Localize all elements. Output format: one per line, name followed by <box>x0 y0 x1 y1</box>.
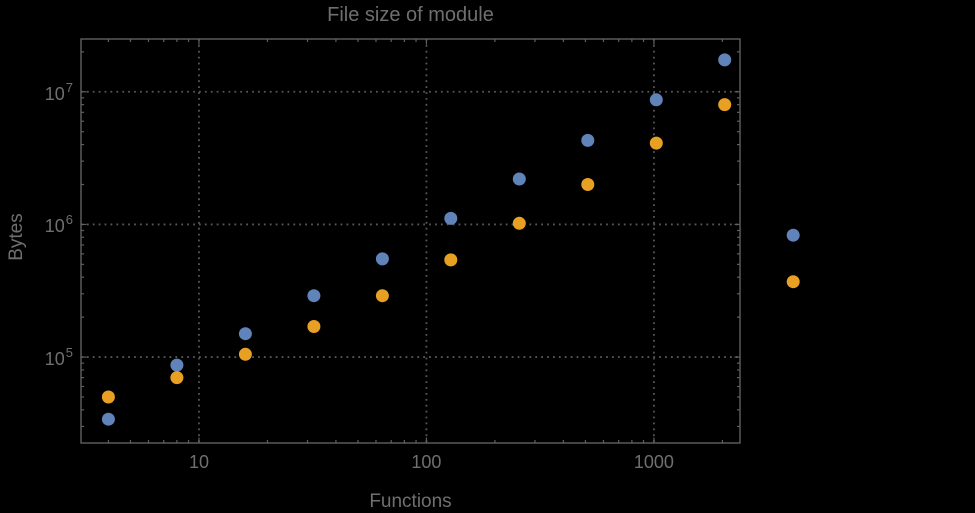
data-point-series-1-blue <box>101 412 115 426</box>
data-point-series-1-blue <box>375 252 389 266</box>
data-point-series-2-orange <box>101 390 115 404</box>
y-tick-exponent: 5 <box>65 345 73 361</box>
data-point-series-2-orange <box>581 178 595 191</box>
data-point-series-2-orange <box>238 347 252 361</box>
x-tick-label: 10 <box>188 452 209 472</box>
y-tick-label: 106 <box>0 211 73 236</box>
y-tick-exponent: 7 <box>65 79 73 95</box>
x-axis-label: Functions <box>369 491 452 512</box>
x-tick-label: 1000 <box>633 452 674 472</box>
data-point-series-1-blue <box>444 211 458 225</box>
data-point-series-1-blue <box>581 133 595 147</box>
data-point-series-1-blue <box>512 172 526 186</box>
data-point-series-2-orange <box>718 98 732 112</box>
data-point-series-1-blue <box>649 93 663 107</box>
data-point-series-2-orange <box>307 320 321 333</box>
y-tick-base: 10 <box>44 216 65 237</box>
data-point-series-1-blue <box>718 53 732 67</box>
x-tick-label: 100 <box>411 452 442 472</box>
data-point-series-2-orange <box>375 289 389 303</box>
y-tick-label: 107 <box>0 79 73 104</box>
data-point-series-2-orange <box>786 275 800 289</box>
y-tick-base: 10 <box>44 83 65 104</box>
y-axis-label: Bytes <box>6 213 27 261</box>
data-point-series-2-orange <box>649 136 663 150</box>
data-point-series-1-blue <box>307 289 321 303</box>
y-tick-label: 105 <box>0 344 73 369</box>
data-point-series-1-blue <box>786 228 800 242</box>
data-point-series-2-orange <box>512 216 526 230</box>
chart-title: File size of module <box>327 4 494 26</box>
y-tick-exponent: 6 <box>65 212 73 228</box>
plot-frame <box>80 38 741 444</box>
data-point-series-1-blue <box>170 358 184 372</box>
data-point-series-2-orange <box>444 253 458 267</box>
data-point-series-1-blue <box>238 327 252 341</box>
y-tick-base: 10 <box>44 349 65 370</box>
data-point-series-2-orange <box>170 371 184 385</box>
